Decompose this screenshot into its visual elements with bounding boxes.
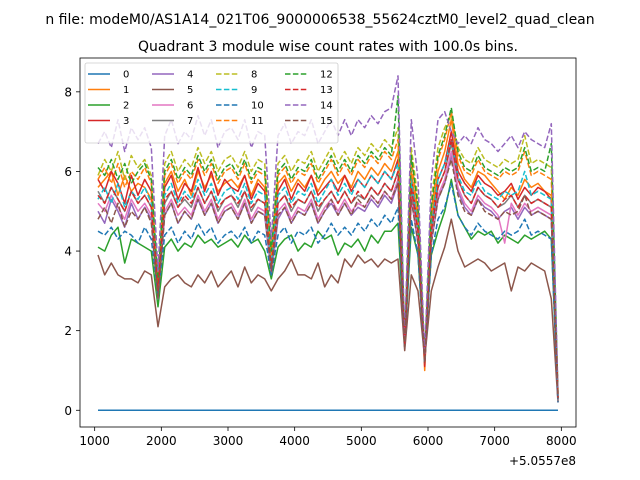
x-tick-label: 8000: [546, 434, 577, 448]
series-line-3: [97, 130, 559, 399]
legend-label: 10: [251, 101, 264, 112]
legend-label: 11: [251, 116, 264, 127]
series-line-2: [97, 178, 559, 403]
series-line-11: [97, 110, 559, 395]
legend-label: 4: [187, 70, 193, 81]
legend-label: 7: [187, 116, 193, 127]
series-line-12: [97, 95, 559, 395]
x-tick-label: 3000: [213, 434, 244, 448]
series-line-6: [97, 150, 559, 403]
series-line-8: [97, 114, 559, 395]
legend-label: 5: [187, 85, 193, 96]
series-line-10: [97, 182, 559, 403]
legend-label: 14: [320, 101, 333, 112]
legend-label: 8: [251, 70, 257, 81]
legend-label: 0: [123, 70, 129, 81]
axes-frame: [79, 57, 577, 428]
x-tick-label: 6000: [413, 434, 444, 448]
figure-suptitle: n file: modeM0/AS1A14_021T06_9000006538_…: [45, 12, 594, 28]
y-axis: 0 2 4 6 8: [64, 85, 80, 418]
legend-label: 1: [123, 85, 129, 96]
chart-title: Quadrant 3 module wise count rates with …: [138, 39, 518, 55]
x-tick-label: 7000: [479, 434, 510, 448]
y-tick-label: 4: [64, 245, 72, 259]
series-line-9: [97, 138, 559, 399]
series-line-15: [97, 158, 559, 399]
y-tick-label: 0: [64, 404, 72, 418]
series-line-1: [97, 118, 559, 399]
y-tick-label: 6: [64, 165, 72, 179]
legend-label: 3: [123, 116, 129, 127]
legend-label: 2: [123, 101, 129, 112]
legend-box: [84, 62, 339, 144]
legend-label: 12: [320, 70, 333, 81]
x-axis-offset-label: +5.0557e8: [509, 454, 576, 468]
x-tick-label: 2000: [146, 434, 177, 448]
legend-label: 15: [320, 116, 333, 127]
legend-label: 6: [187, 101, 193, 112]
y-tick-label: 2: [64, 324, 72, 338]
legend-label: 9: [251, 85, 257, 96]
x-tick-label: 4000: [279, 434, 310, 448]
x-tick-label: 1000: [79, 434, 110, 448]
series-line-5: [97, 218, 559, 403]
x-axis: 1000 2000 3000 4000 5000 6000 7000 8000: [79, 427, 577, 448]
y-tick-label: 8: [64, 85, 72, 99]
x-tick-label: 5000: [346, 434, 377, 448]
series-line-13: [97, 138, 559, 399]
legend-label: 13: [320, 85, 333, 96]
